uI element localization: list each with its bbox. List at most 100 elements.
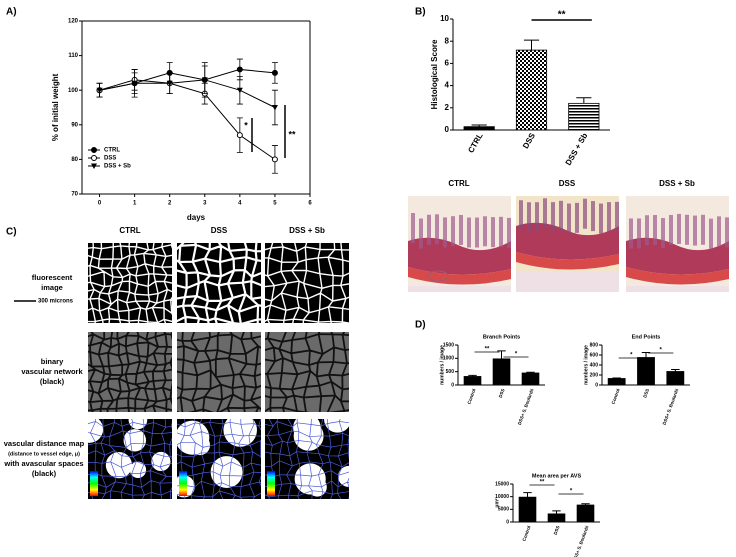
crypt — [583, 198, 587, 229]
row-label: (black) — [40, 377, 65, 386]
x-tick-label: 1 — [133, 201, 137, 207]
image-label: DSS + Sb — [659, 179, 695, 188]
legend-marker — [91, 147, 97, 153]
crypt — [559, 200, 563, 231]
error-bar — [468, 374, 477, 377]
annotation: ** — [288, 129, 296, 139]
legend-marker — [91, 163, 97, 169]
vessel-network — [265, 243, 349, 323]
mucosa — [626, 237, 729, 275]
crypt — [527, 202, 531, 233]
bar — [576, 504, 595, 523]
y-tick-label: 400 — [590, 362, 599, 368]
crypt — [427, 214, 431, 245]
bar — [463, 126, 495, 131]
bar — [521, 372, 540, 386]
y-tick-label: 0 — [451, 382, 454, 388]
y-tick-label: 5000 — [498, 507, 509, 513]
histology-image — [626, 196, 729, 292]
y-tick-label: 0 — [445, 125, 450, 134]
crypt — [467, 217, 471, 248]
x-tick-label: DSS+ S. Boulardii — [662, 388, 680, 426]
vascular-image — [177, 332, 261, 412]
vascular-space — [177, 420, 210, 455]
panel-label: A) — [6, 7, 17, 18]
vascular-space — [128, 419, 148, 430]
submucosa — [516, 271, 619, 292]
crypt — [629, 218, 633, 249]
row-label: (black) — [32, 469, 57, 478]
x-tick-label: Control — [521, 525, 531, 542]
bg — [265, 243, 349, 323]
legend-label: DSS + Sb — [104, 164, 131, 170]
y-tick-label: 500 — [446, 369, 455, 375]
histology-image — [408, 196, 511, 292]
x-tick-label: 4 — [238, 201, 242, 207]
panel-label: B) — [415, 7, 426, 18]
marker — [236, 132, 243, 139]
x-tick-label: DSS+ S. Boulardii — [572, 525, 590, 557]
annotation: * — [659, 348, 662, 354]
vessel — [427, 270, 449, 282]
crypt — [653, 215, 657, 246]
crypt — [567, 203, 571, 234]
crypt — [661, 218, 665, 249]
vascular-image — [177, 243, 261, 323]
bar — [518, 496, 537, 523]
error-bar — [471, 124, 487, 127]
x-tick-label: 0 — [98, 201, 102, 207]
marker — [271, 105, 278, 111]
annotation: * — [244, 120, 248, 130]
crypt — [709, 218, 713, 249]
row-label: fluorescent — [32, 273, 73, 282]
crypt — [419, 218, 423, 249]
vessel-network — [177, 243, 261, 323]
row-label: vascular distance map — [4, 439, 85, 448]
crypt — [435, 214, 439, 245]
vascular-space — [293, 420, 324, 451]
x-tick-label: 2 — [168, 201, 172, 207]
y-tick-label: 2 — [445, 103, 450, 112]
vascular-space — [129, 461, 147, 479]
muscle — [516, 252, 619, 270]
annotation: * — [570, 489, 573, 495]
marker — [236, 87, 243, 94]
vascular-space — [151, 451, 171, 472]
legend-label: CTRL — [104, 148, 120, 154]
marker — [201, 77, 208, 83]
error-bar — [497, 350, 506, 359]
error-bar — [612, 377, 621, 379]
error-bar — [641, 352, 651, 358]
y-tick-label: 70 — [71, 192, 78, 198]
y-axis-label: μm² — [494, 498, 500, 508]
vessel-network — [265, 419, 349, 499]
y-tick-label: 80 — [71, 157, 78, 163]
series-line — [99, 79, 276, 160]
marker — [271, 156, 278, 163]
crypt — [637, 218, 641, 249]
y-tick-label: 0 — [506, 519, 509, 525]
crypt — [717, 216, 721, 247]
color-scale — [267, 471, 275, 496]
crypt — [645, 215, 649, 246]
vascular-space — [338, 465, 349, 487]
chart-title: End Points — [632, 334, 661, 340]
y-tick-label: 90 — [71, 122, 78, 128]
crypt — [543, 198, 547, 229]
submucosa — [626, 286, 729, 292]
x-tick-label: 6 — [308, 201, 312, 207]
y-axis-label: numbers / image — [583, 345, 589, 385]
x-tick-label: DSS+ S. Boulardii — [517, 388, 535, 426]
vessel-network — [265, 332, 349, 412]
x-axis-label: days — [187, 213, 206, 222]
crypt — [669, 214, 673, 245]
marker — [96, 87, 103, 94]
vascular-space — [88, 419, 104, 443]
y-axis-label: Histological Score — [430, 39, 439, 109]
muscle — [626, 267, 729, 285]
y-tick-label: 0 — [595, 382, 598, 388]
y-tick-label: 600 — [590, 352, 599, 358]
crypt — [725, 217, 729, 248]
vascular-image — [265, 332, 349, 412]
